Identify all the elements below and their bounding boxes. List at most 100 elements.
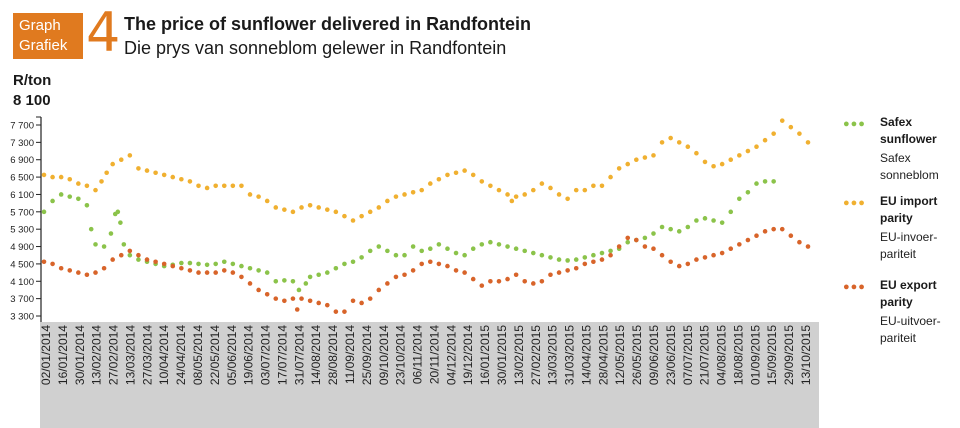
- data-point-eu-import: [67, 176, 73, 182]
- data-point-eu-export: [324, 302, 330, 308]
- data-point-eu-import: [41, 172, 47, 178]
- data-point-eu-export: [196, 270, 201, 275]
- data-point-eu-export: [256, 287, 261, 293]
- data-point-eu-export: [531, 281, 536, 286]
- x-tick-label: 13/03/2015: [546, 325, 560, 385]
- data-point-eu-import: [728, 157, 734, 163]
- data-point-safex: [213, 261, 218, 267]
- data-point-safex: [367, 248, 373, 254]
- data-point-safex: [462, 252, 467, 258]
- data-point-eu-import: [797, 131, 802, 136]
- x-tick-label: 16/01/2015: [478, 325, 492, 385]
- legend-label-safex-en: Safex sunflower: [880, 115, 937, 146]
- data-point-safex: [290, 278, 296, 284]
- data-point-eu-export: [762, 229, 768, 234]
- data-point-eu-export: [247, 281, 253, 286]
- data-point-safex: [204, 262, 210, 268]
- data-point-safex: [539, 252, 545, 258]
- data-point-eu-import: [273, 205, 279, 210]
- y-tick-label: 7 300: [10, 138, 34, 149]
- data-point-safex: [316, 272, 321, 278]
- data-point-eu-import: [393, 194, 399, 199]
- y-tick-label: 4 500: [10, 259, 34, 270]
- data-point-eu-import: [539, 181, 545, 186]
- data-point-safex: [239, 263, 244, 269]
- data-point-eu-export: [50, 261, 55, 267]
- x-tick-label: 16/01/2014: [56, 325, 70, 385]
- data-point-eu-import: [445, 172, 450, 178]
- data-point-eu-export: [548, 272, 553, 278]
- data-point-eu-import: [419, 187, 425, 193]
- data-point-safex: [303, 281, 309, 286]
- data-point-eu-export: [367, 296, 373, 301]
- y-tick-label: 4 100: [10, 277, 34, 288]
- data-point-eu-export: [676, 263, 682, 269]
- data-point-eu-export: [737, 242, 742, 247]
- data-point-eu-import: [196, 183, 201, 189]
- data-point-safex: [402, 252, 407, 258]
- data-point-eu-import: [616, 166, 622, 171]
- data-point-eu-import: [359, 213, 364, 219]
- y-tick-label: 5 700: [10, 207, 34, 218]
- x-tick-label: 27/02/2014: [107, 325, 121, 385]
- data-point-eu-export: [221, 268, 227, 273]
- data-point-safex: [324, 270, 330, 275]
- data-point-safex: [436, 242, 442, 247]
- y-tick-label: 5 300: [10, 225, 34, 236]
- data-point-safex: [556, 257, 562, 262]
- data-point-eu-import: [99, 179, 104, 184]
- data-point-eu-export: [342, 309, 347, 314]
- x-tick-label: 02/01/2014: [39, 325, 53, 385]
- data-point-eu-export: [41, 259, 47, 265]
- data-point-eu-export: [179, 265, 184, 271]
- data-point-eu-export: [573, 265, 579, 271]
- data-point-eu-export: [711, 252, 716, 258]
- data-point-eu-import: [719, 161, 725, 167]
- data-point-safex: [642, 235, 648, 241]
- data-point-eu-export: [599, 257, 605, 262]
- data-point-eu-import: [548, 185, 553, 191]
- data-point-eu-export: [505, 276, 510, 282]
- data-point-eu-import: [84, 183, 90, 189]
- data-point-safex: [573, 257, 579, 262]
- data-point-eu-export: [359, 300, 364, 306]
- data-point-safex: [342, 261, 347, 267]
- data-point-eu-export: [470, 276, 476, 282]
- data-point-safex: [608, 248, 613, 254]
- data-point-eu-import: [634, 157, 639, 163]
- data-point-safex: [745, 189, 751, 195]
- data-point-eu-import: [488, 183, 493, 189]
- data-point-safex: [136, 257, 141, 262]
- data-point-eu-import: [58, 174, 64, 180]
- data-point-eu-export: [539, 278, 545, 284]
- data-point-eu-import: [771, 131, 776, 136]
- data-point-safex: [651, 231, 656, 236]
- data-point-eu-export: [634, 237, 639, 243]
- data-point-safex: [694, 218, 699, 223]
- data-point-eu-import: [531, 187, 536, 193]
- y-axis-max-label: 8 100: [13, 92, 51, 109]
- data-point-eu-export: [685, 261, 691, 267]
- x-tick-label: 31/03/2015: [563, 325, 577, 385]
- data-point-eu-export: [350, 298, 356, 304]
- data-point-eu-export: [805, 244, 811, 249]
- data-point-safex: [565, 258, 570, 263]
- data-point-eu-export: [136, 252, 141, 258]
- data-point-safex: [659, 224, 665, 230]
- data-point-safex: [393, 252, 399, 258]
- data-point-eu-import: [179, 176, 184, 182]
- x-tick-label: 23/10/2014: [394, 325, 408, 385]
- data-point-eu-import: [290, 209, 296, 215]
- x-tick-label: 15/09/2015: [765, 325, 779, 385]
- data-point-eu-import: [221, 183, 227, 189]
- data-point-eu-export: [702, 255, 708, 260]
- data-point-eu-export: [453, 268, 459, 273]
- data-point-eu-import: [496, 187, 502, 193]
- data-point-safex: [67, 194, 73, 199]
- data-point-safex: [470, 246, 476, 252]
- data-point-eu-import: [118, 157, 124, 163]
- x-tick-label: 04/08/2015: [715, 325, 729, 385]
- data-point-eu-import: [509, 198, 515, 204]
- data-point-eu-export: [76, 270, 81, 275]
- data-point-eu-import: [737, 153, 742, 158]
